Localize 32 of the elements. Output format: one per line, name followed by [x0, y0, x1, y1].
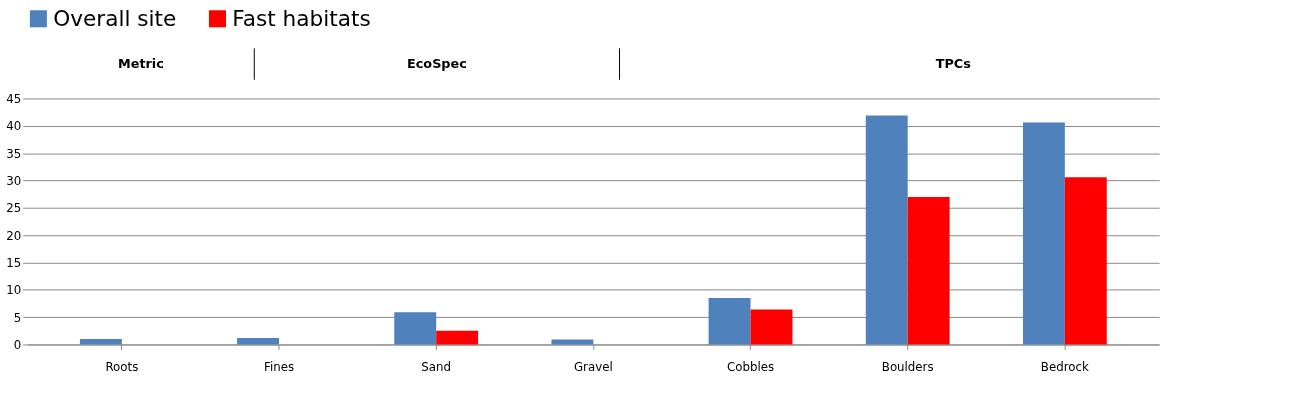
legend-label: Overall site [53, 5, 177, 31]
text: TPCs [935, 55, 971, 71]
x-tick-label: Cobbles [726, 359, 775, 374]
y-tick-label: 15 [6, 255, 22, 270]
y-tick-label: 5 [13, 310, 22, 325]
y-tick-label: 45 [6, 91, 22, 106]
y-tick-label: 40 [6, 119, 22, 134]
bar [394, 312, 437, 345]
x-tick-label: Sand [421, 359, 452, 374]
bar [708, 298, 751, 345]
x-tick-label: Bedrock [1040, 359, 1090, 374]
y-tick-label: 0 [13, 337, 22, 352]
y-tick-label: 25 [6, 201, 22, 216]
x-tick-label: Boulders [881, 359, 934, 374]
legend-label: Fast habitats [232, 5, 371, 31]
y-tick-label: 20 [6, 228, 22, 243]
y-tick-label: 35 [6, 146, 22, 161]
x-tick-label: Fines [263, 359, 295, 374]
x-tick-label: Gravel [573, 359, 613, 374]
text: Metric [118, 55, 164, 71]
bar [436, 330, 479, 345]
bar [907, 196, 950, 345]
y-tick-label: 10 [6, 283, 22, 298]
text: EcoSpec [407, 55, 467, 71]
bar [1022, 122, 1065, 345]
y-tick-label: 30 [6, 173, 22, 188]
bar [237, 337, 280, 345]
bar [1064, 177, 1107, 345]
bar [750, 309, 793, 345]
bar [79, 339, 122, 345]
x-tick-label: Roots [105, 359, 139, 374]
bar [865, 115, 908, 345]
